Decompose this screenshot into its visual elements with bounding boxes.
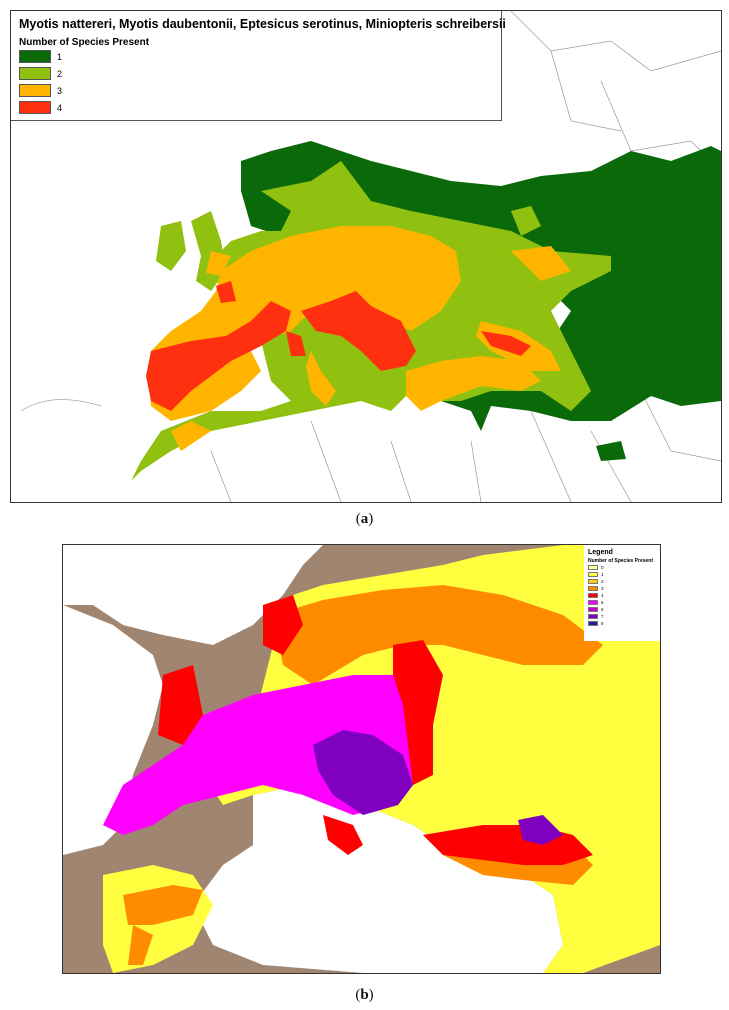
caption-a: (a) (355, 511, 374, 527)
legend-b-swatch (588, 607, 598, 612)
legend-b-title: Legend (588, 549, 613, 556)
region-three-species (206, 251, 231, 276)
legend-b-item: 0 (588, 564, 660, 571)
region-one-species (611, 276, 721, 381)
legend-b-label: 2 (601, 579, 604, 584)
legend-b-subtitle: Number of Species Present (588, 558, 654, 564)
legend-a-label: 4 (57, 102, 63, 113)
legend-a-label: 2 (57, 68, 63, 79)
region-three-species (151, 226, 461, 361)
region-orange (273, 585, 603, 685)
legend-b-item: 5 (588, 599, 660, 606)
legend-b-label: 7 (601, 614, 604, 619)
legend-b-item: 7 (588, 613, 660, 620)
map-panel-a: Myotis nattereri, Myotis daubentonii, Ep… (10, 10, 722, 503)
legend-b-label: 4 (601, 593, 604, 598)
legend-a-swatch (19, 84, 51, 97)
map-a-canvas (20, 11, 721, 502)
legend-b-item: 8 (588, 620, 660, 627)
legend-b-label: 1 (601, 572, 604, 577)
map-b-canvas (63, 545, 660, 973)
region-one-species (571, 311, 591, 336)
region-three-species (511, 246, 571, 281)
legend-b-item: 6 (588, 606, 660, 613)
legend-b-swatch (588, 614, 598, 619)
region-orange (123, 885, 203, 925)
region-two-species (511, 206, 541, 236)
legend-a-swatch (19, 101, 51, 114)
legend-a-swatch (19, 67, 51, 80)
region-four-species (146, 301, 291, 411)
caption-b: (b) (355, 987, 374, 1003)
legend-b-swatch (588, 572, 598, 577)
legend-b-swatch (588, 621, 598, 626)
legend-a-label: 1 (57, 51, 63, 62)
region-red (263, 595, 303, 655)
map-panel-b: Legend Number of Species Present 0 1 2 3… (62, 544, 661, 974)
legend-b-item: 3 (588, 585, 660, 592)
legend-a-item: 1 (19, 48, 501, 65)
region-four-species (216, 281, 236, 303)
region-red (323, 815, 363, 855)
caption-a-letter: a (360, 511, 369, 527)
legend-b-item: 1 (588, 571, 660, 578)
legend-b-swatch (588, 565, 598, 570)
region-two-species (156, 221, 186, 271)
legend-b-label: 6 (601, 607, 604, 612)
region-four-species (256, 311, 276, 331)
legend-a-item: 3 (19, 82, 501, 99)
region-four-species (301, 291, 416, 371)
sea-areas-b (63, 545, 563, 973)
legend-b-item: 2 (588, 578, 660, 585)
legend-b-label: 5 (601, 600, 604, 605)
region-red (158, 665, 203, 745)
region-one-species (596, 441, 626, 461)
region-two-species (276, 341, 291, 381)
legend-b-swatch (588, 593, 598, 598)
region-purple (518, 815, 563, 845)
legend-b: Legend Number of Species Present 0 1 2 3… (584, 545, 660, 641)
caption-b-letter: b (360, 987, 369, 1003)
map-a-title: Myotis nattereri, Myotis daubentonii, Ep… (19, 17, 506, 31)
legend-a: Myotis nattereri, Myotis daubentonii, Ep… (11, 11, 506, 121)
region-four-species (481, 331, 531, 356)
legend-b-swatch (588, 586, 598, 591)
legend-b-label: 0 (601, 565, 604, 570)
legend-b-swatch (588, 579, 598, 584)
legend-a-title: Number of Species Present (19, 37, 150, 48)
region-three-species (406, 356, 541, 411)
legend-b-item: 4 (588, 592, 660, 599)
legend-a-swatch (19, 50, 51, 63)
region-three-species (171, 421, 211, 451)
legend-b-label: 3 (601, 586, 604, 591)
region-four-species (286, 331, 306, 356)
legend-a-label: 3 (57, 85, 63, 96)
legend-a-item: 2 (19, 65, 501, 82)
region-three-species (306, 351, 336, 406)
region-purple (313, 730, 413, 815)
legend-b-label: 8 (601, 621, 604, 626)
region-orange (128, 925, 153, 965)
legend-a-item: 4 (19, 99, 501, 116)
legend-b-swatch (588, 600, 598, 605)
